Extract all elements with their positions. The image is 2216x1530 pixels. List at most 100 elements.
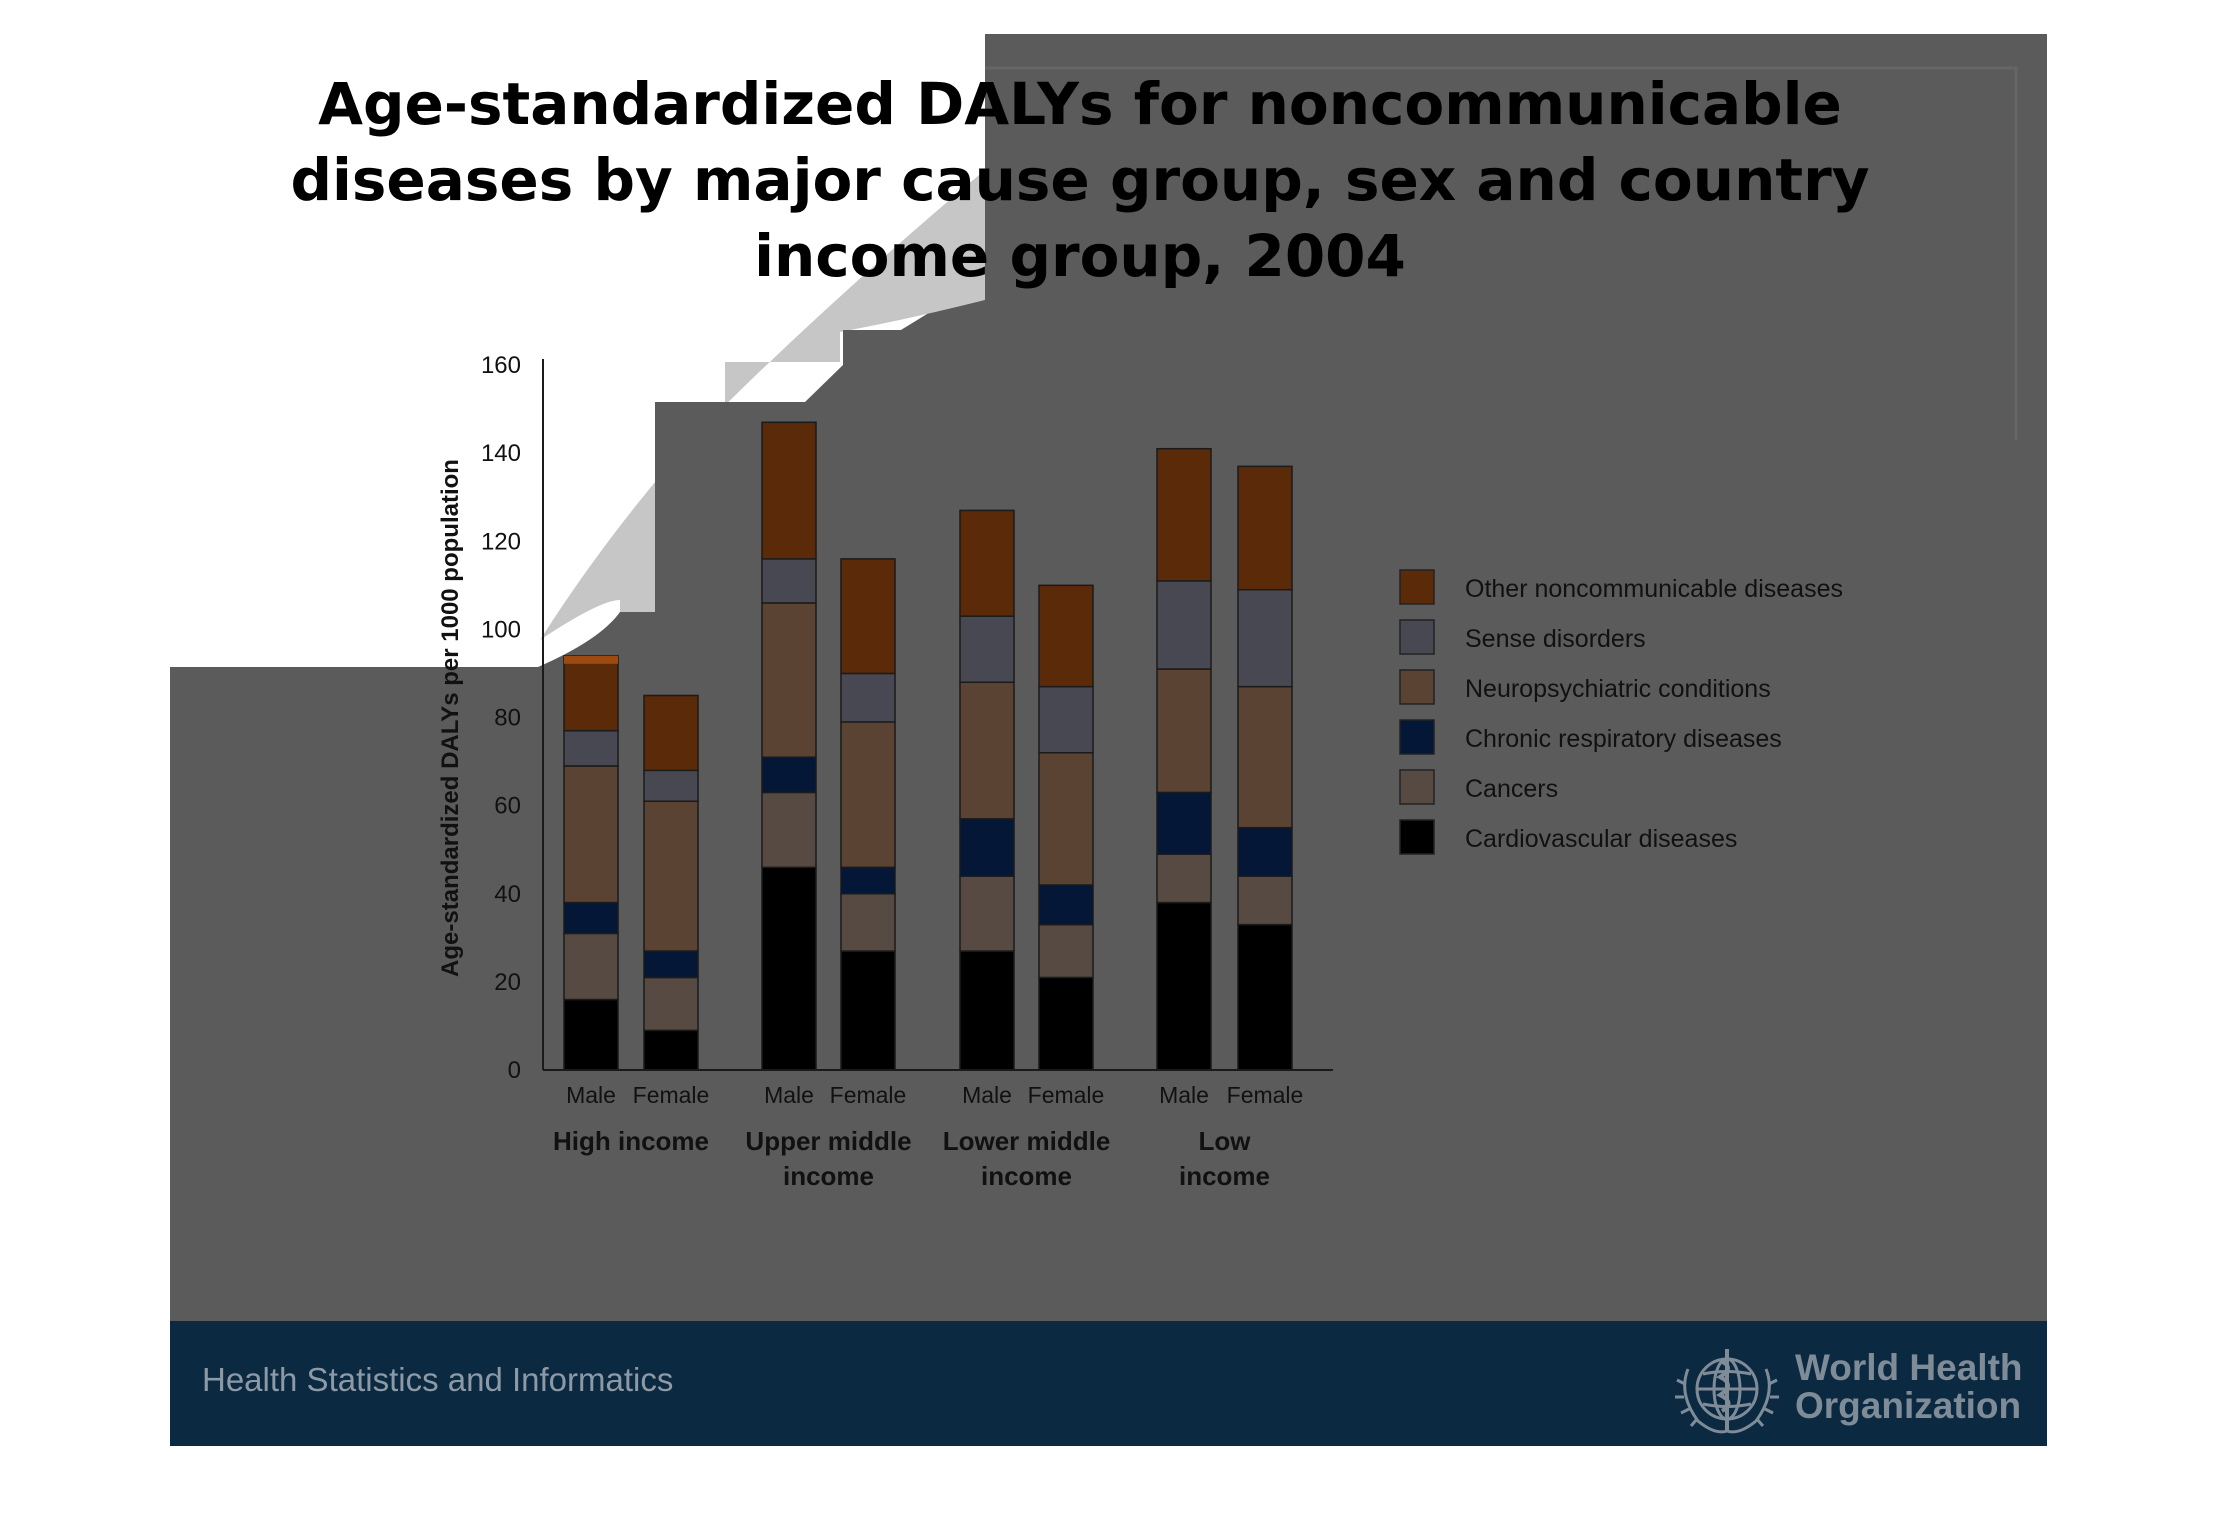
group-label: income [783, 1161, 874, 1191]
bar-segment [643, 976, 699, 1032]
group-label: income [981, 1161, 1072, 1191]
x-axis: Male Female Male Female Male Female Male Female… [543, 1069, 1333, 1191]
organization-name-line-2: Organization [1795, 1385, 2022, 1426]
bar-segment [1237, 875, 1293, 926]
group-label: Lower middle [943, 1126, 1111, 1156]
bar-segment [1237, 588, 1293, 688]
bar-segment [563, 901, 619, 935]
bar-segment [1038, 923, 1094, 979]
y-tick-label: 0 [508, 1057, 521, 1084]
bar-segment [1038, 752, 1094, 886]
bar-segment [840, 721, 896, 869]
bar-segment [1156, 580, 1212, 670]
legend-label: Chronic respiratory diseases [1465, 725, 1782, 753]
bar-segment [563, 765, 619, 904]
y-tick-label: 40 [494, 881, 521, 908]
legend-swatch [1399, 719, 1435, 755]
bar-segment [840, 558, 896, 675]
bar-segment [643, 950, 699, 979]
bar-segment [1237, 685, 1293, 829]
x-tick-label: Female [633, 1082, 710, 1108]
who-emblem-icon [1675, 1349, 1779, 1434]
y-tick-label: 140 [481, 440, 521, 467]
x-tick-label: Male [1159, 1082, 1209, 1108]
bar-segment [643, 769, 699, 802]
group-label: High income [553, 1126, 709, 1156]
bar-segment [761, 558, 817, 604]
bar-segment [959, 509, 1015, 617]
page-title: Age-standardized DALYs for noncommunicab… [200, 66, 1960, 294]
organization-name: World Health Organization [1795, 1349, 2023, 1425]
bar-segment [761, 791, 817, 869]
bar-segment [1156, 447, 1212, 582]
y-tick-label: 80 [494, 705, 521, 732]
slide-step-1 [843, 330, 985, 402]
bar-segment [761, 866, 817, 1071]
footer-bar: Health Statistics and Informatics World … [170, 1321, 2047, 1446]
bar-segment [1156, 901, 1212, 1071]
bar-segment [761, 756, 817, 794]
x-tick-label: Female [830, 1082, 907, 1108]
bar-segment [761, 421, 817, 560]
x-tick-label: Female [1227, 1082, 1304, 1108]
bar-segment [959, 818, 1015, 877]
y-tick-label: 100 [481, 616, 521, 643]
x-tick-label: Female [1028, 1082, 1105, 1108]
legend-label: Other noncommunicable diseases [1465, 575, 1843, 603]
title-line-1: Age-standardized DALYs for noncommunicab… [318, 70, 1842, 138]
y-tick-label: 60 [494, 793, 521, 820]
y-axis-label: Age-standardized DALYs per 1000 populati… [437, 459, 464, 977]
group-label: Low [1199, 1126, 1252, 1156]
y-axis: 0 20 40 60 80 100 120 140 160 Age-standardized DA… [437, 352, 544, 1084]
legend-swatch [1399, 669, 1435, 705]
bar-segment [1156, 853, 1212, 904]
bar-segment [840, 893, 896, 952]
legend-swatch [1399, 619, 1435, 655]
bar-segment [563, 655, 619, 732]
slide-swoosh [540, 170, 985, 640]
legend-label: Neuropsychiatric conditions [1465, 675, 1771, 703]
bar-segment [959, 875, 1015, 952]
legend-swatch [1399, 769, 1435, 805]
y-tick-label: 160 [481, 352, 521, 379]
bar-segment [1156, 668, 1212, 794]
bar-segment [643, 694, 699, 772]
slide-upper-panel [985, 34, 2047, 334]
legend-label: Sense disorders [1465, 625, 1646, 653]
bar-segment [1038, 976, 1094, 1071]
y-tick-label: 120 [481, 528, 521, 555]
bar-segment [563, 729, 619, 767]
legend: Other noncommunicable diseases Sense diso… [1399, 569, 1843, 855]
legend-swatch [1399, 819, 1435, 855]
x-tick-label: Male [764, 1082, 814, 1108]
bar-segment [959, 950, 1015, 1071]
footer-label: Health Statistics and Informatics [202, 1361, 674, 1398]
bar-segment [1237, 465, 1293, 591]
group-label: income [1179, 1161, 1270, 1191]
bar-segment [563, 932, 619, 1001]
bars [563, 421, 1293, 1071]
bar-top-highlight [564, 655, 618, 664]
slide-lower-panel [170, 667, 2047, 1321]
organization-name-line-1: World Health [1795, 1347, 2023, 1388]
bar-segment [643, 800, 699, 952]
bar-segment [1156, 791, 1212, 855]
y-tick-label: 20 [494, 969, 521, 996]
bar-segment [959, 615, 1015, 683]
bar-segment [1038, 584, 1094, 688]
title-line-2: diseases by major cause group, sex and c… [290, 146, 1870, 214]
x-tick-label: Male [962, 1082, 1012, 1108]
bar-segment [1038, 685, 1094, 754]
bar-segment [840, 950, 896, 1071]
legend-swatch [1399, 569, 1435, 605]
group-label: Upper middle [745, 1126, 911, 1156]
x-tick-label: Male [566, 1082, 616, 1108]
bar-segment [840, 672, 896, 723]
bar-segment [840, 866, 896, 895]
bar-segment [1038, 884, 1094, 926]
bar-segment [761, 602, 817, 758]
legend-label: Cancers [1465, 775, 1558, 803]
bar-segment [563, 998, 619, 1071]
